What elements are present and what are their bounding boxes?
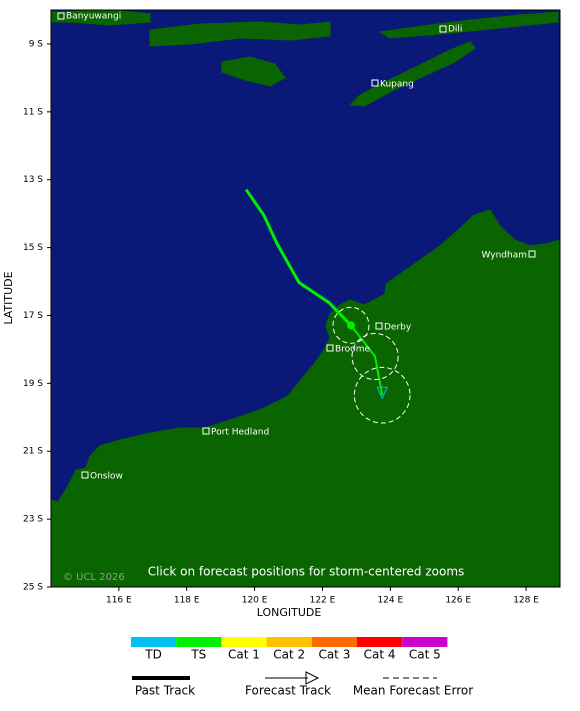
x-axis-title: LONGITUDE [257,606,322,619]
intensity-swatch [266,637,312,647]
y-tick-label: 17 S [23,311,43,321]
y-axis-title: LATITUDE [2,271,15,324]
y-tick-label: 19 S [23,379,43,389]
intensity-swatch [357,637,403,647]
intensity-swatch [221,637,267,647]
town-label: Dili [448,25,462,35]
town-label: Port Hedland [211,428,269,438]
legend-label: Forecast Track [245,684,331,698]
intensity-label: Cat 1 [228,648,260,662]
town-label: Onslow [90,472,123,482]
town-label: Banyuwangi [66,12,121,22]
forecast-track [350,324,384,396]
legend-label: Past Track [135,684,195,698]
intensity-label: Cat 2 [273,648,305,662]
town-marker [528,250,536,258]
forecast-error-circle [351,332,399,381]
town-marker [326,344,334,352]
intensity-swatch [311,637,357,647]
intensity-label: TD [144,648,162,662]
land [50,9,561,588]
copyright: © UCL 2026 [63,572,125,583]
x-tick-label: 126 E [445,596,471,606]
town-marker [375,322,383,330]
town-label: Wyndham [482,251,527,261]
intensity-label: Cat 5 [409,648,441,662]
y-tick-label: 15 S [23,243,43,253]
town-label: Derby [384,323,412,333]
town-label: Kupang [380,80,414,90]
map-frame [50,9,561,588]
intensity-label: Cat 3 [318,648,350,662]
intensity-swatch [402,637,448,647]
x-tick-label: 122 E [310,596,336,606]
caption: Click on forecast positions for storm-ce… [148,565,465,579]
forecast-arrow [305,671,320,685]
y-tick-label: 13 S [23,175,43,185]
y-tick-label: 23 S [23,515,43,525]
intensity-label: Cat 4 [364,648,396,662]
legend-label: Mean Forecast Error [353,684,473,698]
towns: Banyuwangi Dili Kupang Wyndham Derby Bro… [57,12,536,482]
x-tick-label: 128 E [513,596,539,606]
forecast-error-circle [353,366,411,424]
storm-position [346,321,355,330]
y-tick-label: 25 S [23,583,43,593]
town-marker [202,427,210,435]
town-marker [439,25,447,33]
y-tick-label: 21 S [23,447,43,457]
intensity-swatch [176,637,222,647]
forecast-arrow-head [376,386,388,400]
y-tick-label: 11 S [23,107,43,117]
town-marker [81,471,89,479]
town-marker [371,79,379,87]
x-tick-label: 120 E [242,596,268,606]
intensity-swatch [131,637,177,647]
town-marker [57,12,65,20]
past-track [244,188,353,327]
x-tick-label: 116 E [106,596,132,606]
forecast-error-circle [332,306,370,344]
x-tick-label: 118 E [174,596,200,606]
town-label: Broome [335,345,370,355]
y-tick-label: 9 S [29,39,44,49]
x-tick-label: 124 E [377,596,403,606]
intensity-label: TS [190,648,206,662]
